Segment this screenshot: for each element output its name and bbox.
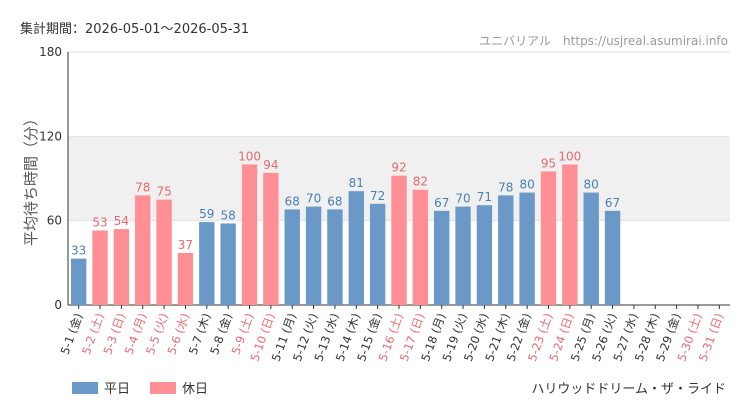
bar-value-label: 68: [327, 194, 342, 208]
site-credit[interactable]: ユニバリアル https://usjreal.asumirai.info: [479, 34, 728, 48]
bar-value-label: 33: [71, 244, 86, 258]
y-tick-label: 120: [39, 129, 62, 143]
bar[interactable]: [412, 189, 429, 305]
period-label: 集計期間：2026-05-01～2026-05-31: [20, 22, 250, 37]
bar[interactable]: [263, 172, 279, 305]
holiday-swatch: [150, 381, 177, 394]
bar[interactable]: [455, 206, 471, 305]
bar[interactable]: [327, 209, 343, 305]
bar[interactable]: [241, 164, 258, 305]
bar[interactable]: [113, 229, 130, 305]
bar[interactable]: [135, 195, 151, 305]
bar-value-label: 80: [584, 178, 599, 192]
bar-value-label: 53: [92, 216, 107, 230]
bar[interactable]: [199, 222, 215, 305]
bar[interactable]: [434, 210, 450, 305]
bar[interactable]: [604, 210, 621, 305]
y-tick-label: 60: [47, 214, 62, 228]
bar-value-label: 37: [178, 238, 193, 252]
bar-value-label: 100: [558, 149, 581, 163]
bar[interactable]: [156, 199, 172, 305]
bar-value-label: 82: [413, 175, 428, 189]
bar[interactable]: [562, 164, 578, 305]
bar-value-label: 67: [434, 196, 449, 210]
y-tick-label: 180: [39, 45, 62, 59]
legend-item-weekday[interactable]: 平日: [72, 378, 130, 397]
bar-value-label: 80: [519, 178, 534, 192]
bar[interactable]: [498, 195, 514, 305]
legend-item-holiday[interactable]: 休日: [150, 378, 208, 397]
bar-value-label: 75: [156, 185, 171, 199]
bar[interactable]: [519, 192, 535, 305]
legend: 平日 休日: [72, 378, 208, 397]
bar-value-label: 70: [306, 192, 321, 206]
bar-value-label: 78: [135, 180, 150, 194]
bar-value-label: 100: [238, 149, 261, 163]
bar[interactable]: [348, 191, 364, 305]
bar[interactable]: [92, 230, 108, 305]
bar-value-label: 59: [199, 207, 214, 221]
weekday-swatch: [72, 381, 98, 394]
ride-name: ハリウッドドリーム・ザ・ライド: [531, 382, 726, 397]
bar-value-label: 58: [221, 208, 236, 222]
bar-value-label: 68: [285, 194, 300, 208]
bar-value-label: 92: [391, 161, 406, 175]
bar[interactable]: [476, 205, 493, 305]
bar-value-label: 54: [114, 214, 129, 228]
bar-value-label: 71: [477, 190, 492, 204]
bar-value-label: 95: [541, 156, 556, 170]
y-axis-label: 平均待ち時間（分）: [22, 111, 40, 246]
y-tick-label: 0: [54, 298, 62, 312]
bar-value-label: 72: [370, 189, 385, 203]
bar[interactable]: [369, 203, 386, 305]
legend-label-weekday: 平日: [104, 382, 131, 397]
bar[interactable]: [391, 175, 407, 305]
bar-value-label: 70: [455, 192, 470, 206]
bar-value-label: 78: [498, 180, 513, 194]
bar[interactable]: [305, 206, 322, 305]
bar[interactable]: [177, 252, 194, 305]
legend-label-holiday: 休日: [182, 382, 209, 397]
bar-value-label: 94: [263, 158, 278, 172]
bar[interactable]: [583, 192, 599, 305]
bar-value-label: 81: [349, 176, 364, 190]
bar[interactable]: [70, 258, 87, 305]
bar-value-label: 67: [605, 196, 620, 210]
bar[interactable]: [284, 209, 300, 305]
bar[interactable]: [540, 171, 557, 305]
bar[interactable]: [220, 223, 236, 305]
